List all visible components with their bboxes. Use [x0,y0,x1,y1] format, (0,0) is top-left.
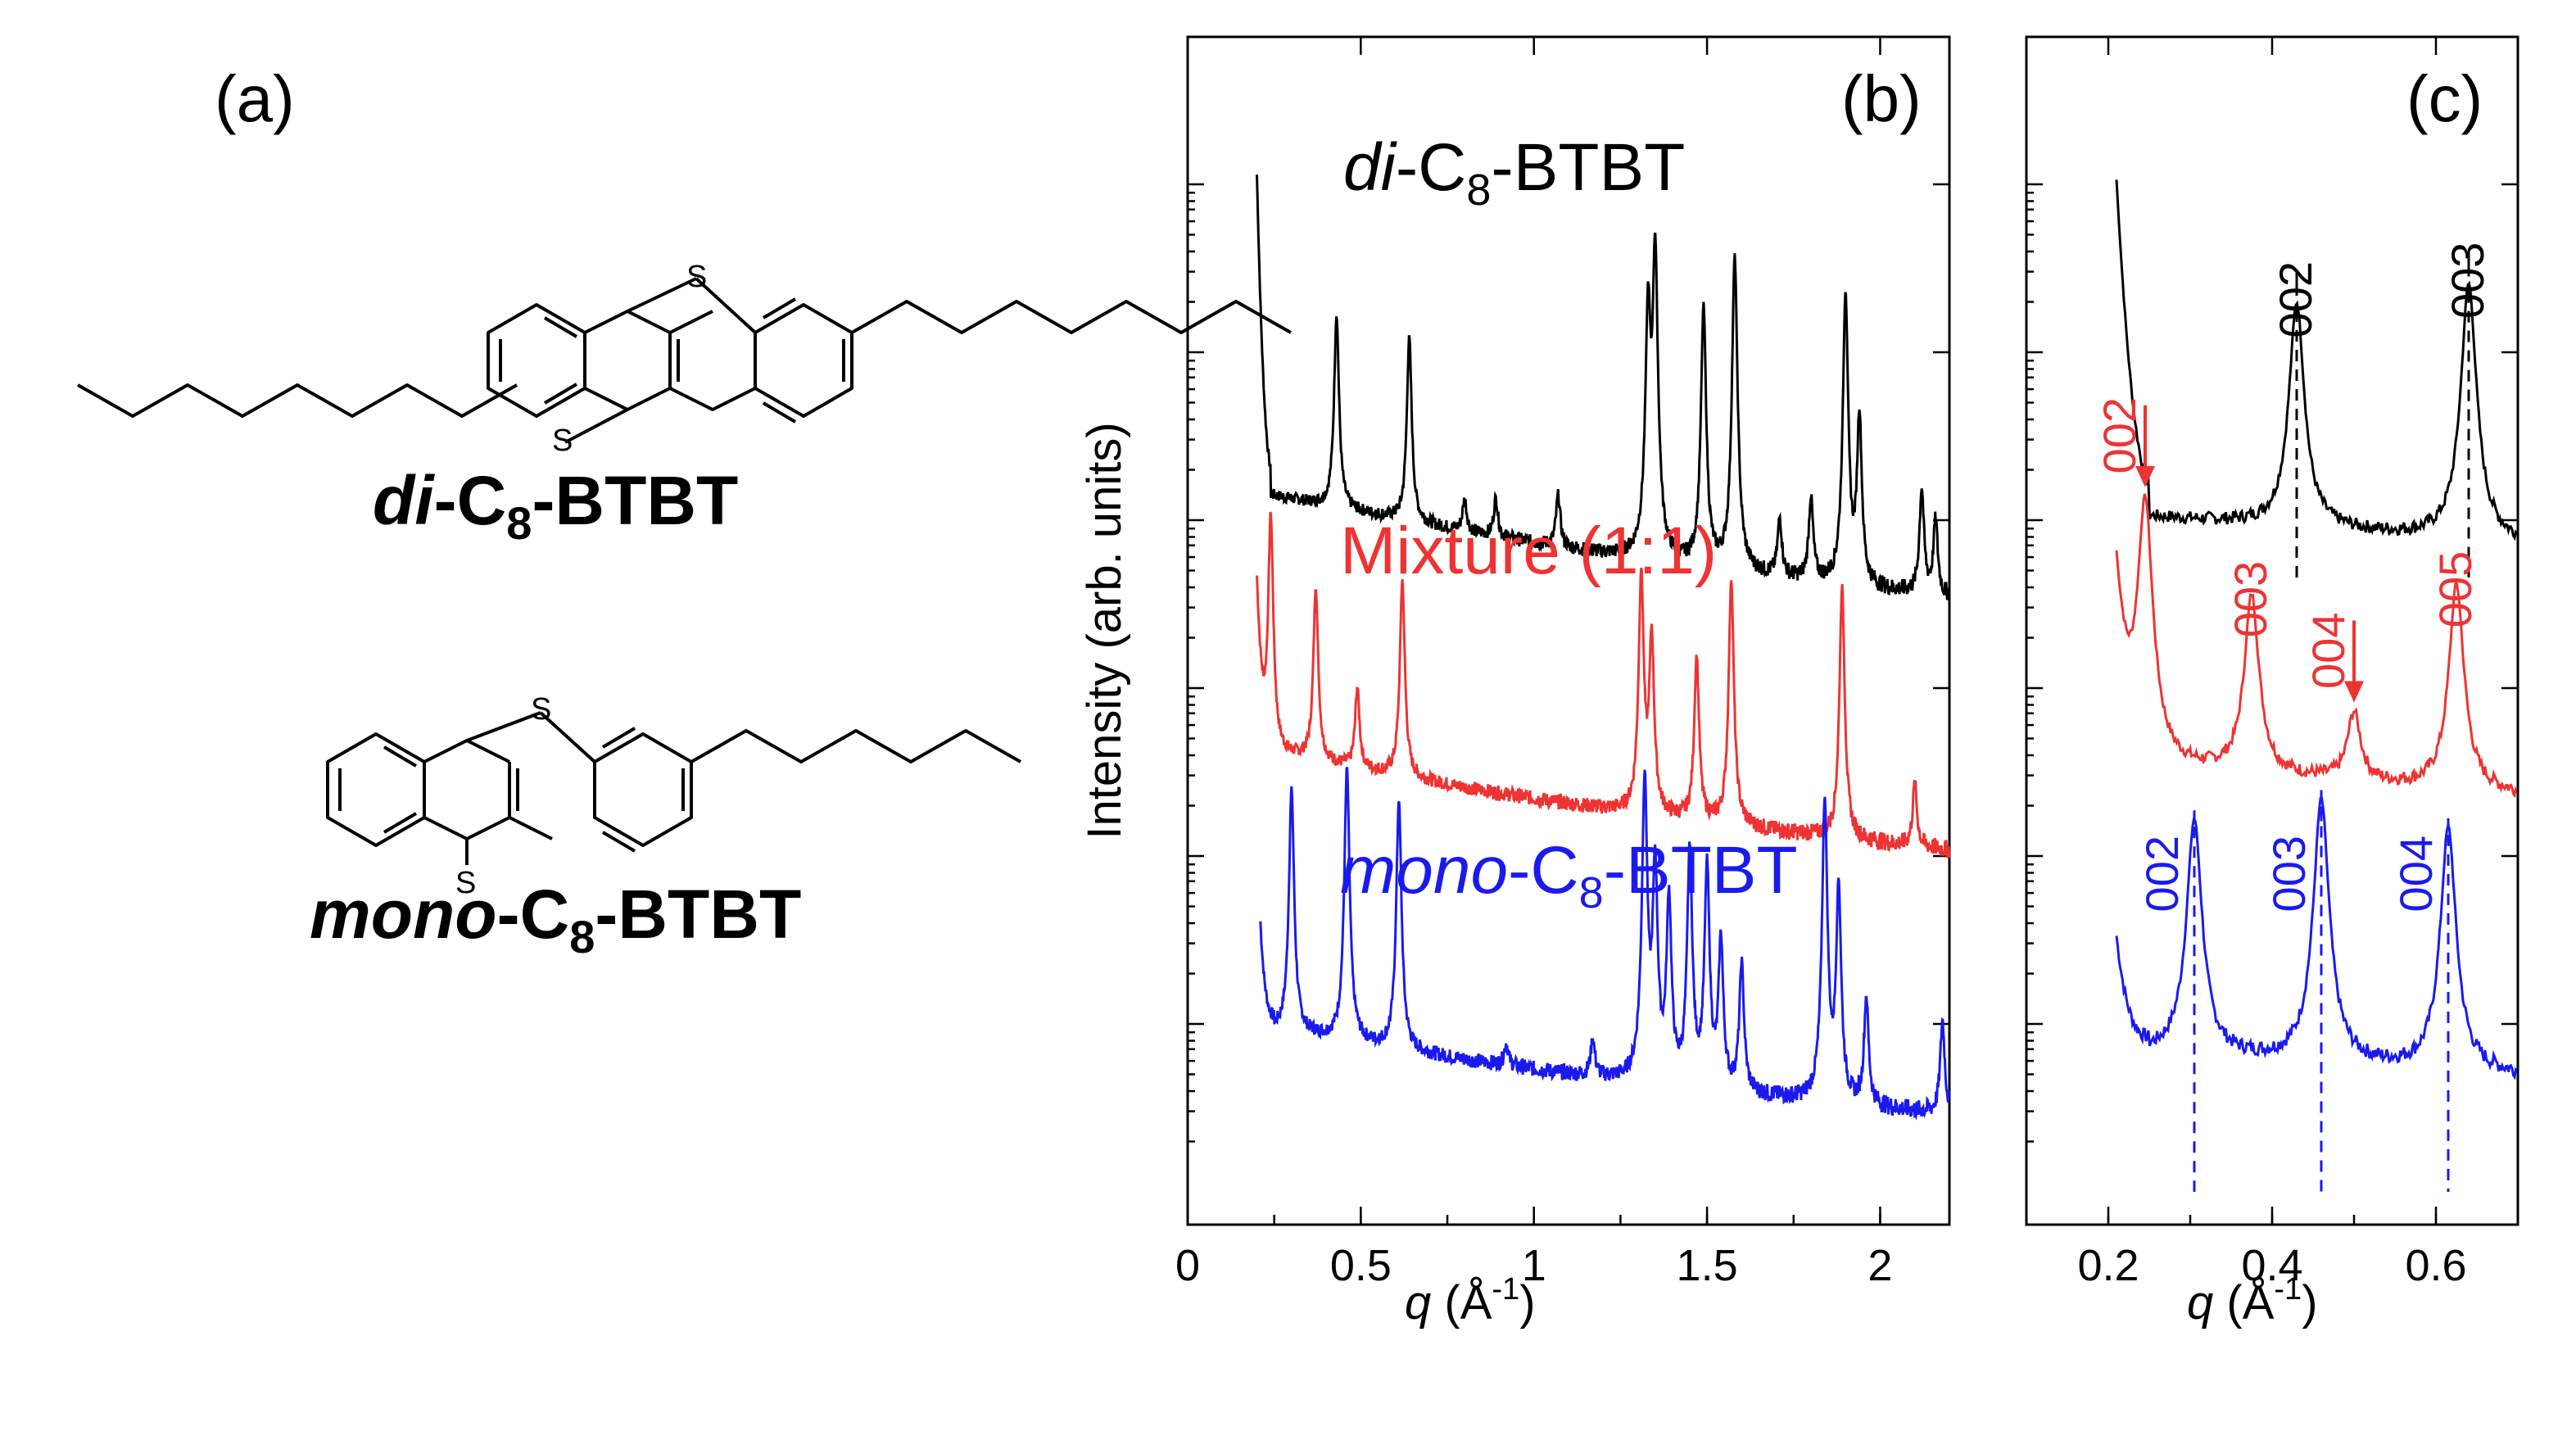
series-line [2115,493,2518,799]
x-tick-label: 2 [1867,1241,1892,1290]
sulfur-atom-top: S [686,260,707,294]
sulfur-atom-top: S [531,692,551,727]
mono-c8-btbt-label: mono-C8-BTBT [310,876,801,963]
x-tick-label: 1 [1522,1241,1546,1290]
y-axis-label: Intensity (arb. units) [1078,422,1131,839]
plot-frame-b [1186,35,1951,1226]
panel-label-a: (a) [215,62,295,135]
peak-index-label: 005 [2429,551,2481,627]
x-tick-label: 0.6 [2405,1241,2466,1290]
series-label-mixture: Mixture (1:1) [1340,514,1717,588]
x-tick-label: 0.4 [2241,1241,2302,1290]
peak-index-label: 004 [2390,836,2442,912]
series-line [1256,174,1951,601]
di-c8-btbt-label: di-C8-BTBT [373,462,738,549]
series-label-di: di-C8-BTBT [1343,130,1685,215]
panel-label-b: (b) [1841,62,1922,135]
peak-index-label: 002 [2094,397,2145,473]
xrd-panel-c: 0.2 0.4 0.6 002 003 002 003 004 005 002 003 004 (c… [2025,35,2519,1329]
x-tick-label: 0.2 [2077,1241,2139,1290]
mono-c8-btbt-structure: S S [326,692,1021,900]
sulfur-atom-bottom: S [455,866,476,900]
peak-index-label: 002 [2270,261,2321,337]
x-axis-label-b: q (Å-1) [1405,1272,1536,1329]
x-tick-label: 0 [1175,1241,1200,1290]
peak-index-label: 002 [2136,836,2188,912]
series-line [2115,796,2518,1080]
peak-index-label: 003 [2225,561,2276,637]
sulfur-atom-bottom: S [552,424,573,458]
x-axis-label-c: q (Å-1) [2187,1272,2318,1329]
di-c8-btbt-structure: S S [77,260,1292,458]
x-tick-label: 0.5 [1330,1241,1392,1290]
arrow-head [2135,465,2155,487]
series-line [1259,767,1951,1121]
peak-index-label: 003 [2442,242,2493,319]
panel-label-c: (c) [2406,62,2483,135]
peak-index-label: 004 [2302,613,2354,689]
series-line [2115,179,2518,541]
x-tick-label: 1.5 [1677,1241,1738,1290]
arrow-head [2344,681,2364,703]
series-label-mono: mono-C8-BTBT [1340,833,1798,917]
peak-index-label: 003 [2263,836,2315,912]
xrd-panel-b: 0 0.5 1 1.5 2 (b) di-C8-BTBT Mixture (1:1) m… [1175,35,1951,1329]
series-line [1256,511,1951,858]
